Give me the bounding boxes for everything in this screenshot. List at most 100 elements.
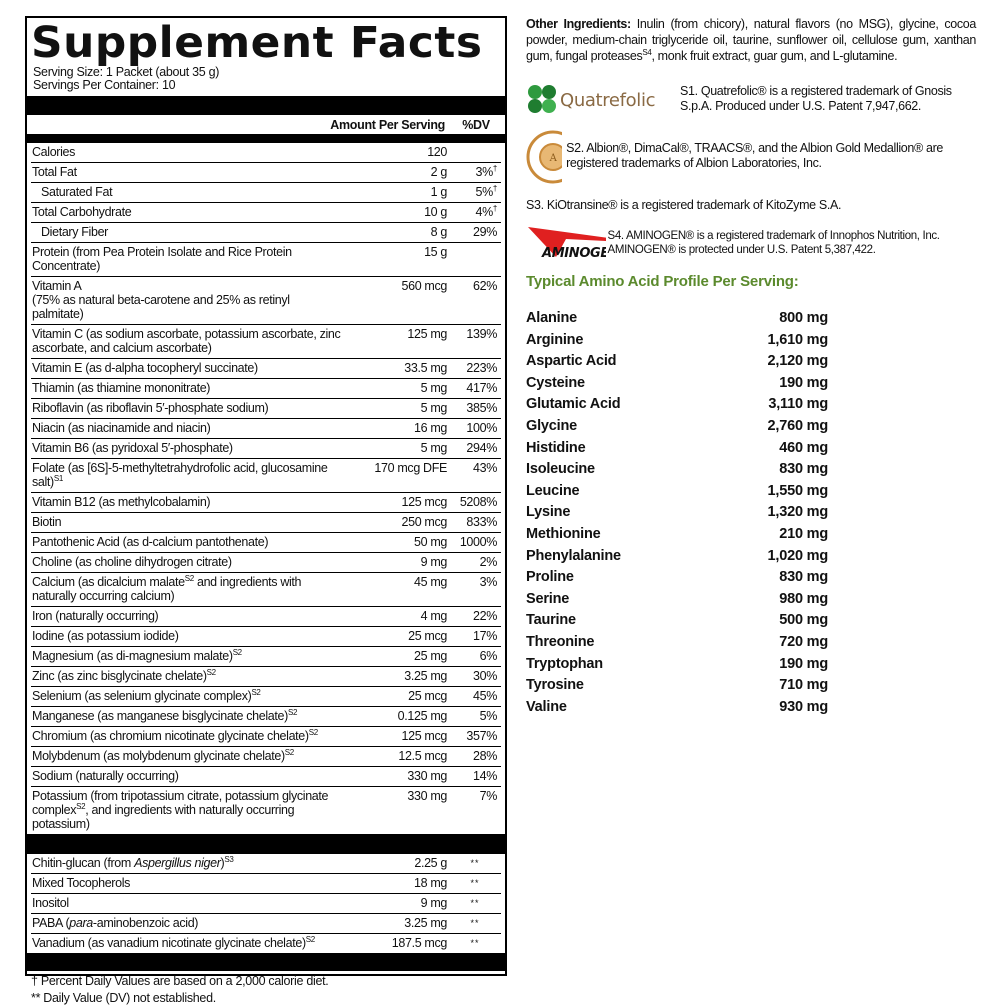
table-row: Vanadium (as vanadium nicotinate glycina…: [31, 934, 501, 953]
nutrient-name: Zinc (as zinc bisglycinate chelate)S2: [31, 669, 343, 684]
nutrient-name: Thiamin (as thiamine mononitrate): [31, 381, 343, 395]
name-text: Riboflavin (as riboflavin 5′-phosphate s…: [32, 401, 269, 415]
nutrient-table: Calories 120 Total Fat 2 g 3%† Saturated Fat 1…: [31, 143, 501, 834]
amino-acid-amount: 460 mg: [779, 439, 828, 456]
name-text: Manganese (as manganese bisglycinate che…: [32, 709, 288, 723]
dv-value: **: [470, 918, 480, 928]
dv-value: 43%: [473, 461, 497, 475]
daily-value: [453, 245, 501, 273]
name-text: Choline (as choline dihydrogen citrate): [32, 555, 232, 569]
nutrient-name: Total Carbohydrate: [31, 205, 343, 219]
dagger: †: [492, 184, 497, 193]
superscript: S1: [53, 474, 63, 483]
name-text: -aminobenzoic acid): [92, 916, 199, 930]
nutrient-name: Niacin (as niacinamide and niacin): [31, 421, 343, 435]
nutrient-name: Molybdenum (as molybdenum glycinate chel…: [31, 748, 343, 764]
name-text: Potassium (from tripotassium citrate, po…: [32, 789, 329, 817]
table-row: Chitin-glucan (from Aspergillus niger)S3…: [31, 854, 501, 874]
nutrient-name: Iodine (as potassium iodide): [31, 629, 343, 643]
other-ingredients: Other Ingredients: Inulin (from chicory)…: [526, 16, 976, 64]
table-row: Niacin (as niacinamide and niacin) 16 mg 1…: [31, 419, 501, 439]
amino-acid-row: Taurine 500 mg: [526, 610, 828, 632]
daily-value: 223%: [453, 361, 501, 375]
amino-acid-name: Tyrosine: [526, 677, 584, 694]
superscript: S2: [284, 748, 294, 757]
trademark-s1: Quatrefolic S1. Quatrefolic® is a regist…: [526, 82, 976, 116]
daily-value: 30%: [453, 669, 501, 683]
amino-acid-amount: 1,610 mg: [767, 331, 829, 348]
name-text: para: [69, 916, 93, 930]
name-text: Pantothenic Acid (as d-calcium pantothen…: [32, 535, 269, 549]
amino-acid-name: Glutamic Acid: [526, 396, 621, 413]
nutrient-name: Potassium (from tripotassium citrate, po…: [31, 789, 343, 831]
name-text: Total Carbohydrate: [32, 205, 132, 219]
table-row: Vitamin A (75% as natural beta-carotene a…: [31, 277, 501, 325]
nutrient-name: PABA (para-aminobenzoic acid): [31, 916, 343, 930]
superscript: S2: [76, 802, 86, 811]
amount: 1 g: [430, 185, 448, 199]
dv-value: 3%: [479, 575, 498, 589]
name-text: Aspergillus niger: [134, 856, 221, 870]
daily-value: **: [453, 876, 501, 890]
amino-acid-name: Cysteine: [526, 374, 585, 391]
svg-text:AMINOGEN: AMINOGEN: [541, 246, 606, 261]
divider-bar: [27, 96, 505, 115]
table-row: Protein (from Pea Protein Isolate and Ri…: [31, 243, 501, 277]
amino-acid-name: Histidine: [526, 439, 586, 456]
dv-value: 833%: [466, 515, 497, 529]
name-text: PABA (: [32, 916, 70, 930]
amount: 2.25 g: [414, 856, 447, 870]
footnotes: † Percent Daily Values are based on a 2,…: [31, 971, 501, 1007]
amount: 250 mcg: [401, 515, 448, 529]
dagger: †: [492, 204, 497, 213]
amount: 25 mcg: [408, 689, 447, 703]
name-text: Mixed Tocopherols: [32, 876, 131, 890]
footnote-dv: † Percent Daily Values are based on a 2,…: [31, 974, 329, 988]
trademark-text: S4. AMINOGEN® is a registered trademark …: [607, 230, 940, 256]
table-row: Vitamin B6 (as pyridoxal 5′-phosphate) 5 …: [31, 439, 501, 459]
amino-acid-amount: 720 mg: [779, 633, 828, 650]
daily-value: 5%†: [453, 184, 501, 200]
daily-value: 45%: [453, 689, 501, 703]
table-row: Chromium (as chromium nicotinate glycina…: [31, 727, 501, 747]
amino-acid-row: Phenylalanine 1,020 mg: [526, 546, 828, 568]
nutrient-name: Vitamin C (as sodium ascorbate, potassiu…: [31, 327, 343, 355]
dv-value: 62%: [473, 279, 497, 293]
amino-acid-amount: 1,020 mg: [767, 547, 829, 564]
nutrient-name: Biotin: [31, 515, 343, 529]
nutrient-name: Calories: [31, 145, 343, 159]
dv-value: **: [470, 878, 480, 888]
column-header: Amount Per Serving %DV: [31, 115, 501, 134]
amount: 8 g: [430, 225, 448, 239]
amino-acid-row: Proline 830 mg: [526, 567, 828, 589]
daily-value: 357%: [453, 729, 501, 743]
name-text: , and ingredients with naturally occurri…: [32, 803, 295, 831]
amino-acid-row: Lysine 1,320 mg: [526, 502, 828, 524]
nutrient-name: Saturated Fat: [31, 185, 343, 199]
amount: 10 g: [424, 205, 447, 219]
amount: 330 mg: [407, 769, 447, 783]
divider-bar: [27, 134, 505, 143]
amino-acid-row: Serine 980 mg: [526, 589, 828, 611]
amount: 5 mg: [420, 441, 448, 455]
other-ingredients-text: , monk fruit extract, guar gum, and L-gl…: [651, 49, 898, 63]
table-row: Folate (as [6S]-5-methyltetrahydrofolic …: [31, 459, 501, 493]
daily-value: 6%: [453, 649, 501, 663]
table-row: Magnesium (as di-magnesium malate)S2 25 m…: [31, 647, 501, 667]
name-text: Magnesium (as di-magnesium malate): [32, 649, 233, 663]
amino-acid-amount: 830 mg: [779, 569, 828, 586]
amino-acid-name: Tryptophan: [526, 655, 603, 672]
daily-value: 4%†: [453, 204, 501, 220]
amount: 4 mg: [420, 609, 448, 623]
table-row: Selenium (as selenium glycinate complex)…: [31, 687, 501, 707]
amount-header: Amount Per Serving: [330, 117, 445, 132]
servings-per-container: Servings Per Container: 10: [33, 78, 176, 92]
other-ingredients-label: Other Ingredients:: [526, 17, 631, 31]
nutrient-name: Magnesium (as di-magnesium malate)S2: [31, 649, 343, 664]
name-text: Vitamin C (as sodium ascorbate, potassiu…: [32, 327, 341, 355]
daily-value: 833%: [453, 515, 501, 529]
daily-value: [453, 145, 501, 159]
table-row: Thiamin (as thiamine mononitrate) 5 mg 417…: [31, 379, 501, 399]
name-text: Saturated Fat: [41, 185, 113, 199]
amino-acid-amount: 190 mg: [779, 655, 828, 672]
